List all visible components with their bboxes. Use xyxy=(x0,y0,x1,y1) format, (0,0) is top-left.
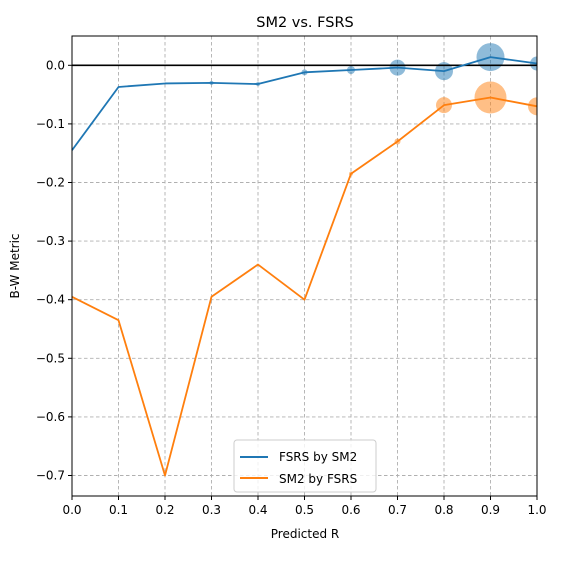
x-tick-label: 0.7 xyxy=(388,503,407,517)
x-tick-label: 0.2 xyxy=(155,503,174,517)
chart-title: SM2 vs. FSRS xyxy=(256,15,353,31)
y-tick-label: −0.2 xyxy=(36,175,65,189)
grid xyxy=(71,36,538,496)
y-tick-label: −0.4 xyxy=(36,293,65,307)
legend: FSRS by SM2 SM2 by FSRS xyxy=(233,439,377,493)
x-ticks: 0.0 0.1 0.2 0.3 0.4 0.5 0.6 0.7 0.8 0.9 1.0 xyxy=(62,496,547,517)
y-tick-label: −0.3 xyxy=(36,234,65,248)
x-tick-label: 1.0 xyxy=(527,503,546,517)
x-tick-label: 0.5 xyxy=(295,503,314,517)
x-tick-label: 0.9 xyxy=(481,503,500,517)
y-tick-label: −0.7 xyxy=(36,468,65,482)
x-tick-label: 0.6 xyxy=(341,503,360,517)
legend-label-fsrs-by-sm2: FSRS by SM2 xyxy=(279,450,357,464)
y-ticks: 0.0 −0.1 −0.2 −0.3 −0.4 −0.5 −0.6 −0.7 xyxy=(36,58,72,482)
y-axis-label: B-W Metric xyxy=(8,233,22,298)
y-tick-label: 0.0 xyxy=(46,58,65,72)
x-axis-label: Predicted R xyxy=(271,527,339,541)
legend-label-sm2-by-fsrs: SM2 by FSRS xyxy=(279,472,357,486)
x-tick-label: 0.3 xyxy=(202,503,221,517)
y-tick-label: −0.1 xyxy=(36,117,65,131)
x-tick-label: 0.4 xyxy=(248,503,267,517)
y-tick-label: −0.5 xyxy=(36,351,65,365)
x-tick-label: 0.1 xyxy=(109,503,128,517)
series-line-sm2-by-fsrs xyxy=(71,96,538,477)
x-tick-label: 0.0 xyxy=(62,503,81,517)
x-tick-label: 0.8 xyxy=(434,503,453,517)
y-tick-label: −0.6 xyxy=(36,410,65,424)
series-lines xyxy=(71,56,538,477)
series-line-fsrs-by-sm2 xyxy=(71,56,538,151)
legend-box xyxy=(233,439,377,493)
